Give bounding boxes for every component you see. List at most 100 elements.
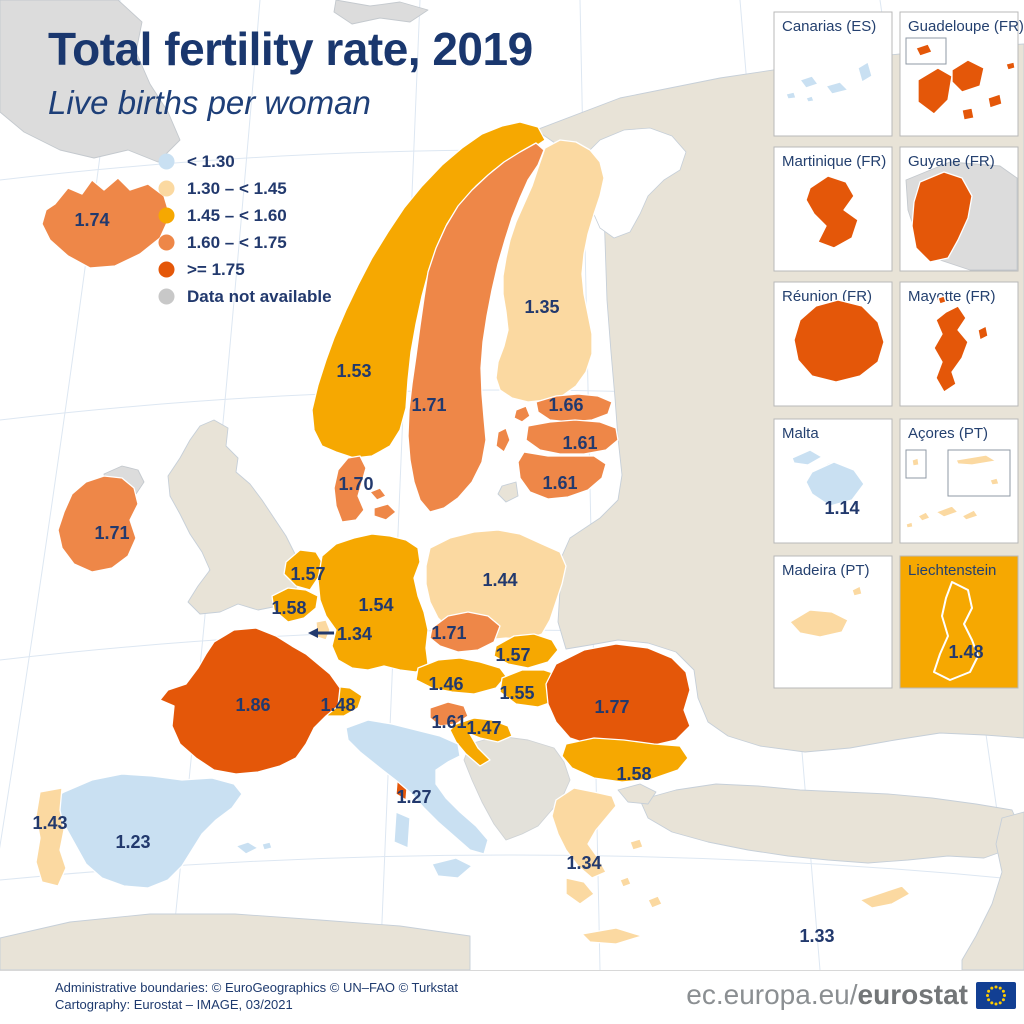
label-latvia: 1.61 bbox=[562, 433, 597, 453]
inset-guadeloupe-title: Guadeloupe (FR) bbox=[908, 18, 1024, 35]
country-norway bbox=[311, 121, 546, 459]
label-netherlands: 1.57 bbox=[290, 564, 325, 584]
legend-swatch-lt-130 bbox=[158, 153, 175, 170]
europe-choropleth-map: 1.74 1.35 1.53 1.71 1.66 1.61 1.61 1.70 … bbox=[0, 0, 1024, 970]
country-bulgaria bbox=[561, 737, 689, 783]
legend-swatch-160-175 bbox=[158, 234, 175, 251]
eu-flag-icon bbox=[976, 981, 1016, 1009]
label-czechia: 1.71 bbox=[431, 623, 466, 643]
aegean-island-2 bbox=[619, 876, 632, 888]
label-italy: 1.27 bbox=[396, 787, 431, 807]
western-balkans bbox=[463, 735, 571, 841]
legend-swatch-ge-175 bbox=[158, 261, 175, 278]
gotland bbox=[495, 427, 511, 453]
inset-liechtenstein: Liechtenstein 1.48 bbox=[899, 555, 1019, 689]
legend-swatch-no-data bbox=[158, 288, 175, 305]
page-subtitle: Live births per woman bbox=[48, 84, 371, 121]
label-slovenia: 1.61 bbox=[431, 712, 466, 732]
white-sea bbox=[579, 127, 687, 239]
greenland bbox=[0, 0, 181, 163]
label-finland: 1.35 bbox=[524, 297, 559, 317]
country-italy bbox=[345, 719, 489, 855]
country-belgium bbox=[271, 587, 319, 623]
country-denmark bbox=[333, 455, 367, 523]
denmark-funen bbox=[369, 487, 387, 501]
country-france bbox=[159, 627, 341, 775]
credits-line-1: Administrative boundaries: © EuroGeograp… bbox=[55, 980, 459, 995]
legend-swatch-130-145 bbox=[158, 180, 175, 197]
eurostat-url: ec.europa.eu/eurostat bbox=[686, 979, 968, 1010]
label-austria: 1.46 bbox=[428, 674, 463, 694]
crete bbox=[581, 927, 643, 945]
label-romania: 1.77 bbox=[594, 697, 629, 717]
inset-martinique: Martinique (FR) bbox=[773, 146, 893, 272]
label-portugal: 1.43 bbox=[32, 813, 67, 833]
label-denmark: 1.70 bbox=[338, 474, 373, 494]
inset-madeira: Madeira (PT) bbox=[773, 555, 893, 689]
united-kingdom bbox=[167, 419, 301, 615]
sicily bbox=[431, 857, 473, 879]
inset-mayotte: Mayotte (FR) bbox=[899, 281, 1019, 407]
inset-canarias: Canarias (ES) bbox=[773, 11, 893, 137]
peloponnese bbox=[565, 877, 595, 905]
label-greece: 1.34 bbox=[566, 853, 601, 873]
label-bulgaria: 1.58 bbox=[616, 764, 651, 784]
legend-swatch-145-160 bbox=[158, 207, 175, 224]
country-ireland bbox=[57, 475, 139, 573]
inset-malta: Malta 1.14 bbox=[773, 418, 893, 544]
label-iceland: 1.74 bbox=[74, 210, 109, 230]
inset-guyane: Guyane (FR) bbox=[899, 146, 1019, 272]
label-switzerland: 1.48 bbox=[320, 695, 355, 715]
inset-guyane-title: Guyane (FR) bbox=[908, 153, 995, 170]
country-czechia bbox=[429, 611, 501, 653]
label-sweden: 1.71 bbox=[411, 395, 446, 415]
label-slovakia: 1.57 bbox=[495, 645, 530, 665]
denmark-zealand bbox=[373, 503, 397, 521]
sardinia bbox=[393, 811, 411, 849]
choropleth-countries bbox=[35, 121, 911, 945]
label-lithuania: 1.61 bbox=[542, 473, 577, 493]
kaliningrad bbox=[497, 481, 519, 503]
country-luxembourg bbox=[315, 619, 331, 641]
label-luxembourg: 1.34 bbox=[337, 624, 372, 644]
country-croatia bbox=[449, 717, 513, 767]
inset-guadeloupe: Guadeloupe (FR) bbox=[899, 11, 1024, 137]
country-slovakia bbox=[493, 633, 559, 669]
inset-reunion: Réunion (FR) bbox=[773, 281, 893, 407]
legend-row: Data not available bbox=[158, 283, 332, 310]
inset-acores: Açores (PT) bbox=[899, 418, 1019, 544]
country-estonia bbox=[535, 393, 613, 423]
legend-row: 1.45 – < 1.60 bbox=[158, 202, 332, 229]
legend-label: Data not available bbox=[187, 286, 332, 306]
aegean-island-1 bbox=[647, 895, 663, 909]
inset-mayotte-title: Mayotte (FR) bbox=[908, 288, 996, 305]
label-france: 1.86 bbox=[235, 695, 270, 715]
country-poland bbox=[425, 529, 567, 641]
legend-row: >= 1.75 bbox=[158, 256, 332, 283]
label-ireland: 1.71 bbox=[94, 523, 129, 543]
country-slovenia bbox=[429, 701, 469, 727]
label-germany: 1.54 bbox=[358, 595, 393, 615]
country-germany bbox=[317, 533, 429, 673]
copyright-credits: Administrative boundaries: © EuroGeograp… bbox=[55, 979, 458, 1013]
label-spain: 1.23 bbox=[115, 832, 150, 852]
eurostat-branding: ec.europa.eu/eurostat bbox=[686, 979, 1016, 1011]
label-belgium: 1.58 bbox=[271, 598, 306, 618]
legend-row: 1.60 – < 1.75 bbox=[158, 229, 332, 256]
balearic-islands bbox=[235, 841, 259, 855]
inset-madeira-title: Madeira (PT) bbox=[782, 562, 870, 579]
inset-liechtenstein-title: Liechtenstein bbox=[908, 562, 996, 579]
country-sweden bbox=[407, 142, 545, 513]
inset-canarias-title: Canarias (ES) bbox=[782, 18, 876, 35]
inset-malta-value: 1.14 bbox=[824, 498, 859, 518]
page-title: Total fertility rate, 2019 bbox=[48, 23, 533, 75]
label-hungary: 1.55 bbox=[499, 683, 534, 703]
label-cyprus: 1.33 bbox=[799, 926, 834, 946]
legend-label: 1.60 – < 1.75 bbox=[187, 232, 287, 252]
inset-reunion-title: Réunion (FR) bbox=[782, 288, 872, 305]
country-greece bbox=[551, 787, 617, 879]
inset-liechtenstein-value: 1.48 bbox=[948, 642, 983, 662]
balearic-minorca bbox=[261, 841, 273, 851]
legend-label: 1.45 – < 1.60 bbox=[187, 205, 287, 225]
